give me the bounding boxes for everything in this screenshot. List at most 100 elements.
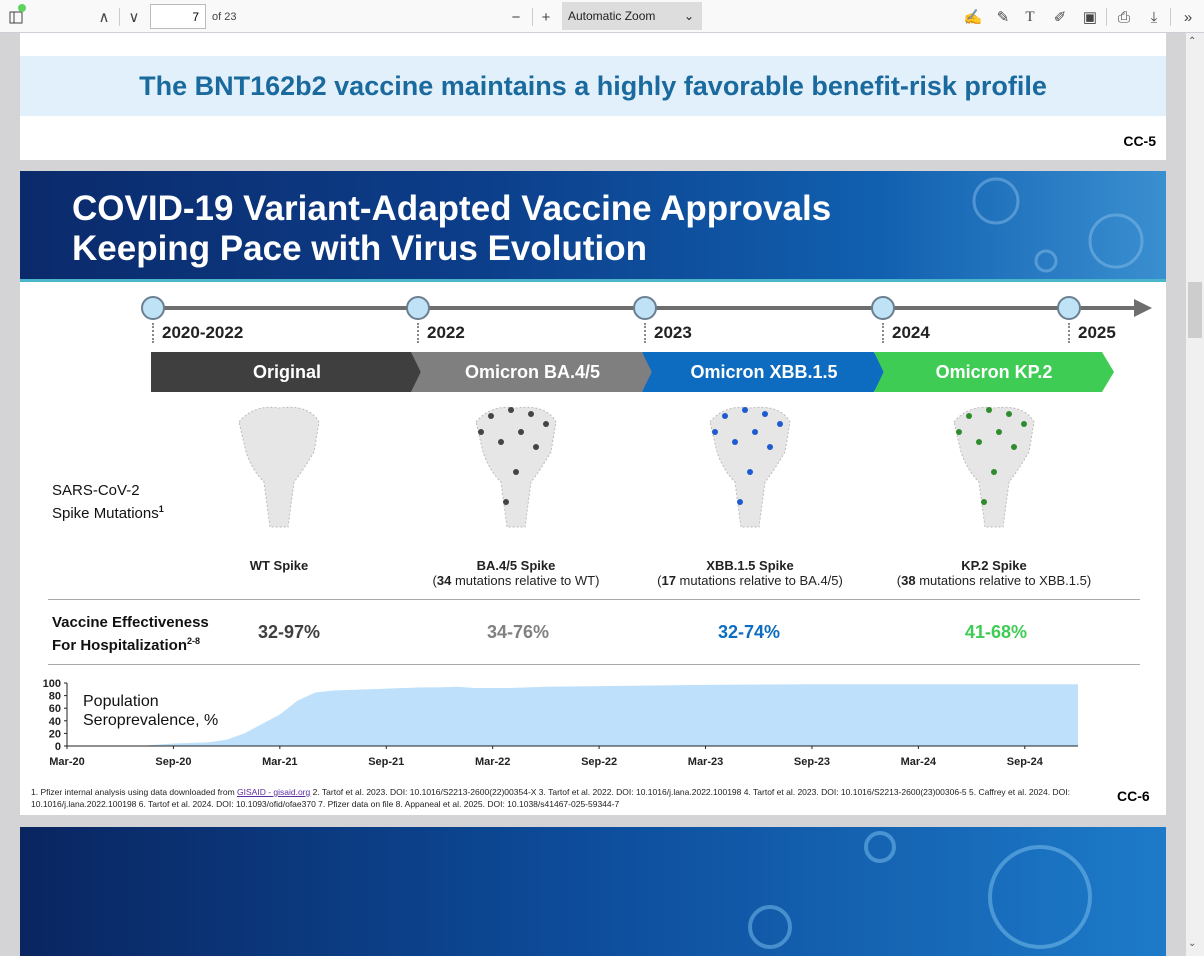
next-page-icon[interactable]: ∨: [128, 9, 140, 26]
timeline-arrow-icon: [1134, 299, 1152, 317]
pdf-toolbar: ∧ ∨ of 23 − + Automatic Zoom⌄ ✍ ✎ T ✐ ▣ …: [0, 0, 1204, 33]
image-icon[interactable]: ▣: [1082, 9, 1098, 26]
spike-row-sup: 1: [158, 504, 164, 514]
zoom-in-icon[interactable]: +: [541, 8, 551, 26]
spike-name: XBB.1.5 Spike: [706, 558, 794, 573]
year-label: 2025: [1068, 323, 1116, 343]
variant-chevron-xbb15: Omicron XBB.1.5: [642, 352, 886, 392]
notification-dot: [18, 4, 26, 12]
footnote-text: 1. Pfizer internal analysis using data d…: [31, 787, 238, 797]
slide-title-line-1: COVID-19 Variant-Adapted Vaccine Approva…: [72, 189, 832, 228]
seroprevalence-area: [67, 684, 1078, 746]
chart-title-line-1: Population: [83, 693, 159, 710]
slide-title-line-2: Keeping Pace with Virus Evolution: [72, 229, 648, 268]
y-tick-label: 0: [55, 741, 61, 753]
spike-name: KP.2 Spike: [961, 558, 1027, 573]
spike-protein-original-icon: [238, 406, 320, 528]
x-tick-label: Mar-21: [262, 756, 297, 768]
sidebar-toggle-icon[interactable]: [6, 6, 26, 28]
spike-name: BA.4/5 Spike: [476, 558, 556, 573]
variant-chevron-kp2: Omicron KP.2: [874, 352, 1114, 392]
mutation-text: mutations relative to BA.4/5): [675, 573, 843, 588]
previous-page-icon[interactable]: ∧: [98, 9, 110, 26]
page-number-input[interactable]: [150, 4, 206, 29]
timeline-node: [633, 296, 657, 320]
save-icon[interactable]: ⤓: [1150, 8, 1158, 26]
chevron-down-icon: ⌄: [683, 9, 694, 23]
timeline-node: [141, 296, 165, 320]
spike-protein-kp2-icon: [953, 406, 1035, 528]
zoom-out-icon[interactable]: −: [511, 8, 521, 26]
footnote-text: 2. Tartof et al. 2023. DOI: 10.1016/S221…: [31, 787, 1070, 809]
tools-menu-icon[interactable]: »: [1183, 8, 1193, 26]
x-tick-label: Sep-20: [155, 756, 191, 768]
x-tick-label: Sep-22: [581, 756, 617, 768]
spike-row-label-1: SARS-CoV-2: [52, 482, 140, 499]
slide-number: CC-5: [1123, 133, 1156, 149]
scroll-down-icon[interactable]: ⌄: [1188, 938, 1197, 949]
page-count: of 23: [212, 11, 237, 23]
mutation-count: 17: [661, 573, 676, 588]
signature-icon[interactable]: ✍: [963, 9, 983, 26]
x-tick-label: Sep-24: [1007, 756, 1044, 768]
spike-caption: WT Spike: [139, 558, 419, 573]
spike-caption: KP.2 Spike (38 mutations relative to XBB.…: [854, 558, 1134, 588]
ve-row-label-2: For Hospitalization: [52, 637, 187, 654]
title-banner: COVID-19 Variant-Adapted Vaccine Approva…: [20, 171, 1166, 279]
x-tick-label: Sep-21: [368, 756, 404, 768]
x-tick-label: Sep-23: [794, 756, 830, 768]
pdf-page-8: [20, 827, 1166, 956]
zoom-select[interactable]: Automatic Zoom ⌄: [562, 2, 702, 30]
spike-protein-ba45-icon: [475, 406, 557, 528]
year-label: 2022: [417, 323, 465, 343]
divider: [48, 599, 1140, 600]
variant-chevron-original: Original: [151, 352, 423, 392]
pdf-page-6: The BNT162b2 vaccine maintains a highly …: [20, 33, 1166, 160]
scrollbar[interactable]: [1186, 33, 1204, 956]
timeline-node: [406, 296, 430, 320]
ve-value-original: 32-97%: [257, 622, 321, 642]
slide-title: The BNT162b2 vaccine maintains a highly …: [20, 56, 1166, 116]
timeline-node: [871, 296, 895, 320]
spike-caption: BA.4/5 Spike (34 mutations relative to WT…: [376, 558, 656, 588]
virus-decoration-icon: [748, 831, 1092, 949]
year-label: 2024: [882, 323, 930, 343]
highlight-icon[interactable]: ✎: [996, 9, 1010, 26]
ve-value-ba45: 34-76%: [486, 622, 550, 642]
gisaid-link[interactable]: GISAID - gisaid.org: [237, 787, 311, 797]
spike-row-label-2: Spike Mutations: [52, 505, 159, 522]
ve-value-xbb15: 32-74%: [717, 622, 781, 642]
draw-icon[interactable]: ✐: [1053, 9, 1067, 26]
mutation-note: (17 mutations relative to BA.4/5): [657, 573, 843, 588]
x-tick-label: Mar-20: [49, 756, 84, 768]
mutation-text: mutations relative to XBB.1.5): [915, 573, 1092, 588]
year-label: 2020-2022: [152, 323, 243, 343]
spike-protein-xbb15-icon: [709, 406, 791, 528]
text-icon[interactable]: T: [1025, 8, 1035, 25]
ve-row-label-1: Vaccine Effectiveness: [52, 614, 209, 631]
mutation-count: 38: [901, 573, 916, 588]
variant-chevron-ba45: Omicron BA.4/5: [411, 352, 654, 392]
scrollbar-thumb[interactable]: [1188, 282, 1202, 338]
chart-title-line-2: Seroprevalence, %: [83, 712, 219, 729]
x-tick-label: Mar-22: [475, 756, 510, 768]
zoom-value: Automatic Zoom: [568, 9, 656, 23]
footnotes: 1. Pfizer internal analysis using data d…: [31, 786, 1071, 810]
x-tick-label: Mar-24: [901, 756, 937, 768]
x-tick-label: Mar-23: [688, 756, 723, 768]
print-icon[interactable]: ⎙: [1117, 8, 1130, 26]
timeline-node: [1057, 296, 1081, 320]
spike-name: WT Spike: [249, 558, 309, 573]
y-tick-label: 100: [43, 678, 61, 690]
ve-value-kp2: 41-68%: [964, 622, 1028, 642]
y-tick-label: 20: [49, 728, 61, 740]
virus-decoration-icon: [972, 177, 1144, 273]
y-tick-label: 60: [49, 703, 61, 715]
scroll-up-icon[interactable]: ⌃: [1188, 36, 1197, 47]
spike-caption: XBB.1.5 Spike (17 mutations relative to B…: [610, 558, 890, 588]
slide-number: CC-6: [1117, 788, 1150, 804]
ve-row-sup: 2-8: [187, 636, 201, 646]
y-tick-label: 40: [49, 716, 61, 728]
mutation-count: 34: [436, 573, 452, 588]
